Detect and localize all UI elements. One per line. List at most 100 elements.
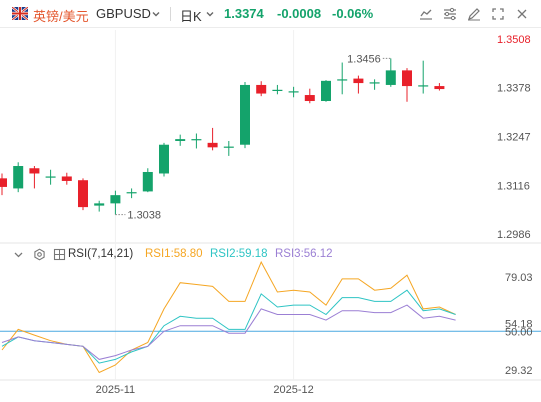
candle bbox=[78, 178, 88, 211]
candle bbox=[353, 75, 364, 94]
candle-body bbox=[94, 203, 105, 206]
candle bbox=[223, 140, 234, 156]
symbol-code[interactable]: GBPUSD bbox=[96, 6, 151, 21]
candle bbox=[0, 173, 7, 196]
rsi-axis-label: 50.00 bbox=[505, 326, 533, 338]
rsi3-value: RSI3:56.12 bbox=[275, 248, 333, 260]
candle-body bbox=[223, 146, 234, 148]
candle-body bbox=[240, 84, 250, 145]
candle-body bbox=[304, 95, 315, 102]
indicator-grid-icon[interactable] bbox=[53, 248, 66, 261]
candle-body bbox=[353, 78, 364, 84]
candle-body bbox=[369, 82, 380, 84]
candle-body bbox=[110, 195, 121, 204]
price-axis-label: 1.3116 bbox=[497, 180, 530, 192]
candle bbox=[175, 134, 186, 146]
candle-body bbox=[434, 86, 445, 90]
symbol-header: 英镑/美元 GBPUSD 日K 1.3374 -0.0008 -0.06% bbox=[0, 0, 541, 28]
rsi1-value: RSI1:58.80 bbox=[145, 248, 203, 260]
candle bbox=[321, 80, 331, 102]
candle bbox=[304, 88, 315, 104]
candle-body bbox=[272, 89, 283, 92]
candle bbox=[94, 200, 105, 212]
candle bbox=[29, 166, 40, 189]
candle-body bbox=[337, 79, 348, 81]
candle bbox=[272, 84, 283, 95]
candle bbox=[142, 168, 153, 193]
header-divider bbox=[170, 7, 171, 21]
line-chart-icon[interactable] bbox=[418, 6, 434, 22]
period-selector[interactable]: 日K bbox=[180, 9, 202, 24]
price-axis-label: 1.2986 bbox=[497, 229, 531, 241]
candle-body bbox=[13, 166, 24, 189]
high-annotation: 1.3456 bbox=[347, 53, 381, 65]
price-axis: 1.3508 1.3378 1.3247 1.3116 1.2986 bbox=[497, 34, 531, 241]
settings-sliders-icon[interactable] bbox=[442, 6, 458, 22]
candle-body bbox=[207, 142, 218, 148]
period-chevron-down-icon[interactable] bbox=[205, 9, 215, 19]
price-change: -0.0008 bbox=[277, 6, 322, 21]
candle bbox=[191, 133, 202, 149]
close-icon[interactable] bbox=[514, 6, 530, 22]
rsi-axis-label: 79.03 bbox=[505, 272, 533, 284]
candle bbox=[418, 60, 429, 94]
candle-body bbox=[45, 176, 56, 178]
gear-icon[interactable] bbox=[33, 248, 46, 261]
uk-flag-icon bbox=[12, 7, 28, 20]
candle bbox=[13, 162, 24, 193]
rsi1-line bbox=[1, 260, 456, 374]
candle bbox=[61, 172, 72, 185]
last-price: 1.3374 bbox=[224, 6, 264, 21]
collapse-icon[interactable] bbox=[12, 248, 25, 261]
candle bbox=[256, 81, 267, 97]
rsi2-value: RSI2:59.18 bbox=[210, 248, 268, 260]
price-annotations: 1.3456 1.3038 bbox=[115, 53, 391, 222]
candle-body bbox=[175, 139, 186, 141]
low-annotation: 1.3038 bbox=[127, 210, 161, 222]
time-axis: 2025-11 2025-12 bbox=[96, 384, 314, 396]
candle-body bbox=[321, 80, 331, 102]
candle bbox=[126, 188, 137, 199]
candle-body bbox=[256, 84, 267, 94]
draw-pen-icon[interactable] bbox=[466, 6, 482, 22]
candle bbox=[110, 190, 121, 215]
candle-body bbox=[418, 85, 429, 87]
candle-body bbox=[288, 91, 299, 93]
candle bbox=[434, 83, 445, 91]
candle bbox=[207, 127, 218, 151]
indicator-name[interactable]: RSI(7,14,21) bbox=[68, 248, 134, 260]
time-axis-label: 2025-11 bbox=[96, 384, 136, 396]
candle-body bbox=[402, 70, 412, 87]
time-axis-label: 2025-12 bbox=[273, 384, 313, 396]
candle-body bbox=[0, 178, 7, 187]
candle-body bbox=[159, 144, 169, 174]
rsi-axis-label: 54.18 bbox=[505, 318, 533, 330]
candle-body bbox=[126, 192, 137, 194]
candlestick-series bbox=[0, 58, 445, 215]
candle bbox=[240, 81, 250, 149]
symbol-name-cn[interactable]: 英镑/美元 bbox=[33, 9, 89, 24]
candle-body bbox=[29, 168, 40, 174]
price-axis-label: 1.3378 bbox=[497, 83, 531, 95]
price-axis-label: 1.3247 bbox=[497, 132, 531, 144]
candle-body bbox=[61, 176, 72, 181]
candle-body bbox=[191, 139, 202, 141]
candle bbox=[159, 142, 169, 177]
indicator-legend: RSI(7,14,21) RSI1:58.80 RSI2:59.18 RSI3:… bbox=[0, 245, 541, 265]
candle-body bbox=[385, 70, 396, 85]
rsi3-line bbox=[1, 304, 456, 360]
chevron-down-icon[interactable] bbox=[151, 9, 161, 19]
candle-body bbox=[142, 171, 153, 192]
candle bbox=[402, 68, 412, 102]
candle bbox=[385, 58, 396, 87]
candle bbox=[369, 79, 380, 90]
candle-body bbox=[78, 180, 88, 208]
price-change-percent: -0.06% bbox=[332, 6, 374, 21]
rsi-series bbox=[0, 260, 541, 374]
price-axis-label: 1.3508 bbox=[497, 34, 531, 46]
candle bbox=[288, 86, 299, 98]
fullscreen-icon[interactable] bbox=[490, 6, 506, 22]
candle bbox=[45, 169, 56, 185]
